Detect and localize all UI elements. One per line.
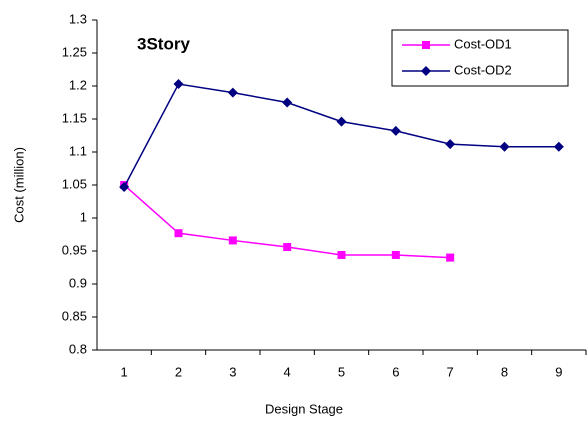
y-tick-label: 1: [80, 209, 87, 224]
data-point: [227, 87, 238, 98]
y-tick-label: 0.95: [62, 242, 87, 257]
data-point: [390, 125, 401, 136]
legend-label: Cost-OD1: [454, 36, 512, 51]
x-tick-label: 2: [175, 364, 182, 379]
data-point: [337, 250, 346, 259]
data-point: [499, 141, 510, 152]
y-tick-label: 0.85: [62, 308, 87, 323]
data-point: [173, 79, 184, 90]
data-point: [445, 139, 456, 150]
y-axis-label: Cost (million): [11, 147, 26, 223]
x-tick-label: 7: [447, 364, 454, 379]
data-point: [391, 250, 400, 259]
y-tick-label: 1.3: [69, 11, 87, 26]
x-tick-label: 5: [338, 364, 345, 379]
y-tick-label: 1.15: [62, 110, 87, 125]
data-point: [228, 236, 237, 245]
x-tick-label: 3: [229, 364, 236, 379]
data-point: [283, 243, 292, 252]
data-point: [282, 97, 293, 108]
data-point: [119, 181, 130, 192]
x-tick-label: 8: [501, 364, 508, 379]
x-axis-label: Design Stage: [265, 401, 343, 416]
x-tick-label: 9: [555, 364, 562, 379]
data-point: [553, 141, 564, 152]
data-point: [336, 116, 347, 127]
x-tick-label: 1: [121, 364, 128, 379]
y-tick-label: 0.9: [69, 275, 87, 290]
legend-box: [391, 29, 569, 87]
data-point: [446, 253, 455, 262]
y-tick-label: 1.2: [69, 77, 87, 92]
y-tick-label: 1.05: [62, 176, 87, 191]
x-tick-label: 6: [392, 364, 399, 379]
y-tick-label: 1.25: [62, 44, 87, 59]
data-point: [174, 229, 183, 238]
series-line: [123, 83, 559, 188]
y-tick-label: 1.1: [69, 143, 87, 158]
legend-marker: [421, 66, 431, 76]
chart-title: 3Story: [137, 34, 190, 53]
x-tick-label: 4: [284, 364, 291, 379]
legend-marker: [422, 41, 430, 49]
y-tick-label: 0.8: [69, 341, 87, 356]
legend-label: Cost-OD2: [454, 62, 512, 77]
